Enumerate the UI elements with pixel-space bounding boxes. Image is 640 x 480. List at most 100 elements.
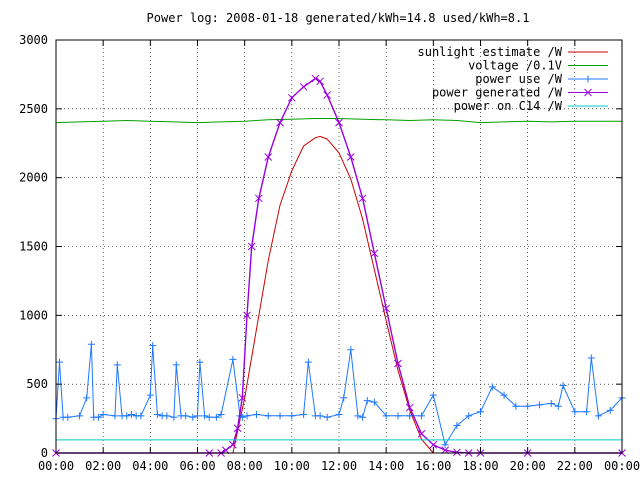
data-point — [252, 410, 260, 418]
legend-marker — [584, 75, 592, 83]
data-point — [163, 412, 171, 420]
data-point — [254, 194, 263, 203]
data-point — [233, 424, 242, 433]
data-point — [606, 406, 614, 414]
data-point — [99, 410, 107, 418]
data-point — [229, 440, 237, 449]
x-tick-label: 14:00 — [368, 459, 404, 473]
data-point — [394, 359, 402, 368]
data-point — [243, 412, 251, 420]
data-point — [288, 412, 296, 420]
data-point — [382, 304, 391, 313]
series-line — [55, 118, 622, 124]
data-point — [243, 311, 251, 320]
chart-title: Power log: 2008-01-18 generated/kWh=14.8… — [147, 11, 530, 25]
data-point — [583, 408, 591, 416]
data-point — [64, 413, 72, 421]
data-point — [382, 412, 390, 420]
data-point — [335, 118, 343, 127]
x-tick-label: 10:00 — [274, 459, 310, 473]
data-point — [535, 401, 543, 409]
data-point — [123, 412, 131, 420]
data-point — [76, 412, 84, 420]
data-point — [300, 410, 308, 418]
data-point — [229, 355, 237, 363]
data-point — [453, 421, 461, 429]
data-point — [363, 397, 371, 405]
data-point — [276, 412, 284, 420]
data-point — [429, 391, 437, 399]
data-point — [488, 383, 496, 391]
data-point — [94, 413, 102, 421]
x-tick-label: 08:00 — [227, 459, 263, 473]
legend-label: power generated /W — [432, 86, 563, 100]
data-point — [347, 346, 355, 354]
series-2 — [52, 340, 626, 449]
x-tick-label: 18:00 — [462, 459, 498, 473]
data-point — [554, 402, 562, 410]
data-point — [316, 412, 324, 420]
x-tick-label: 20:00 — [510, 459, 546, 473]
data-point — [205, 413, 213, 421]
data-point — [524, 402, 532, 410]
data-point — [370, 249, 379, 258]
data-point — [441, 441, 449, 449]
data-point — [201, 412, 209, 420]
axes: 0 500 1000 1500 2000 2500 3000 00:00 02:00 04:00 0… — [19, 33, 640, 473]
data-point — [87, 340, 95, 348]
data-point — [394, 412, 402, 420]
y-tick-label: 1500 — [19, 240, 48, 254]
data-point — [370, 398, 378, 406]
data-point — [323, 91, 332, 99]
x-tick-label: 00:00 — [604, 459, 640, 473]
data-point — [212, 413, 220, 421]
legend-label: power on C14 /W — [454, 99, 563, 113]
x-tick-label: 12:00 — [321, 459, 357, 473]
data-point — [113, 361, 121, 369]
y-tick-label: 2500 — [19, 102, 48, 116]
data-point — [276, 118, 284, 127]
data-point — [217, 410, 225, 418]
data-point — [137, 412, 145, 420]
data-point — [340, 394, 348, 402]
data-point — [304, 358, 312, 366]
data-point — [153, 410, 161, 418]
series-3 — [52, 74, 626, 457]
x-tick-label: 16:00 — [415, 459, 451, 473]
x-tick-label: 22:00 — [557, 459, 593, 473]
legend-label: voltage /0.1V — [468, 59, 562, 73]
data-point — [418, 412, 426, 420]
data-point — [335, 410, 343, 418]
data-point — [182, 412, 190, 420]
data-point — [170, 413, 178, 421]
data-point — [429, 440, 438, 449]
data-point — [299, 82, 308, 91]
data-point — [587, 354, 595, 362]
data-point — [316, 77, 324, 86]
data-point — [83, 394, 91, 402]
data-point — [594, 412, 602, 420]
series-0 — [232, 135, 434, 454]
data-point — [559, 382, 567, 390]
data-point — [189, 413, 197, 421]
y-tick-label: 2000 — [19, 171, 48, 185]
data-point — [358, 194, 367, 203]
x-tick-label: 02:00 — [85, 459, 121, 473]
data-point — [247, 242, 256, 251]
y-tick-label: 3000 — [19, 33, 48, 47]
data-point — [127, 410, 135, 418]
data-point — [111, 412, 119, 420]
data-point — [359, 413, 367, 421]
series-line — [55, 344, 623, 446]
data-point — [465, 412, 473, 420]
data-point — [264, 153, 273, 161]
series-line — [56, 77, 622, 454]
data-point — [405, 403, 414, 412]
x-tick-label: 06:00 — [179, 459, 215, 473]
data-point — [354, 412, 362, 420]
data-point — [346, 153, 355, 161]
data-point — [477, 408, 484, 416]
